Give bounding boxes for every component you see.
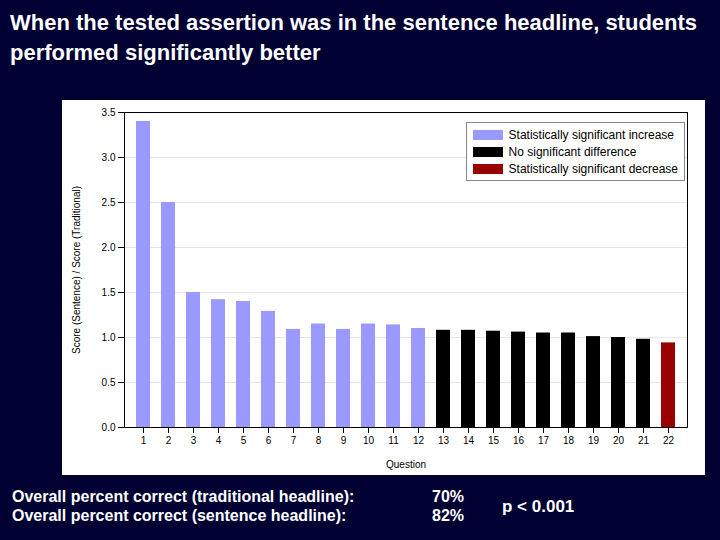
svg-text:17: 17 xyxy=(538,435,550,446)
svg-text:2.5: 2.5 xyxy=(102,197,116,208)
html-text:Overall percent correct (tradi: Overall percent correct (traditional hea… xyxy=(12,488,355,505)
svg-text:10: 10 xyxy=(363,435,375,446)
html-text:When the tested assertion was: When the tested assertion was in the sen… xyxy=(10,10,698,65)
svg-text:Score (Sentence) / Score (Trad: Score (Sentence) / Score (Traditional) xyxy=(71,186,82,354)
html-text:No significant difference: No significant difference xyxy=(508,144,637,159)
svg-text:1: 1 xyxy=(141,435,147,446)
svg-text:1.0: 1.0 xyxy=(102,332,116,343)
svg-text:18: 18 xyxy=(563,435,575,446)
svg-text:0.0: 0.0 xyxy=(102,422,116,433)
svg-text:2.0: 2.0 xyxy=(102,242,116,253)
svg-text:21: 21 xyxy=(638,435,650,446)
svg-text:13: 13 xyxy=(438,435,450,446)
html-text:70%: 70% xyxy=(432,488,464,505)
html-text:82%: 82% xyxy=(432,507,464,524)
svg-text:5: 5 xyxy=(241,435,247,446)
svg-text:16: 16 xyxy=(513,435,525,446)
svg-text:12: 12 xyxy=(413,435,425,446)
svg-text:15: 15 xyxy=(488,435,500,446)
svg-text:3: 3 xyxy=(191,435,197,446)
svg-text:0.5: 0.5 xyxy=(102,377,116,388)
svg-text:1.5: 1.5 xyxy=(102,287,116,298)
svg-text:20: 20 xyxy=(613,435,625,446)
svg-text:19: 19 xyxy=(588,435,600,446)
html-text:Statistically significant incr: Statistically significant increase xyxy=(508,127,674,142)
svg-text:8: 8 xyxy=(316,435,322,446)
svg-text:7: 7 xyxy=(291,435,297,446)
svg-text:3.0: 3.0 xyxy=(102,152,116,163)
svg-text:9: 9 xyxy=(341,435,347,446)
html-text:p < 0.001: p < 0.001 xyxy=(502,496,575,516)
svg-text:4: 4 xyxy=(216,435,222,446)
html-text:Overall percent correct (sente: Overall percent correct (sentence headli… xyxy=(12,507,347,524)
svg-text:3.5: 3.5 xyxy=(102,107,116,118)
svg-text:6: 6 xyxy=(266,435,272,446)
svg-text:Question: Question xyxy=(386,459,426,470)
svg-text:22: 22 xyxy=(663,435,675,446)
html-text:Statistically significant decr: Statistically significant decrease xyxy=(508,161,678,176)
svg-text:2: 2 xyxy=(166,435,172,446)
svg-text:14: 14 xyxy=(463,435,475,446)
svg-text:11: 11 xyxy=(388,435,399,446)
